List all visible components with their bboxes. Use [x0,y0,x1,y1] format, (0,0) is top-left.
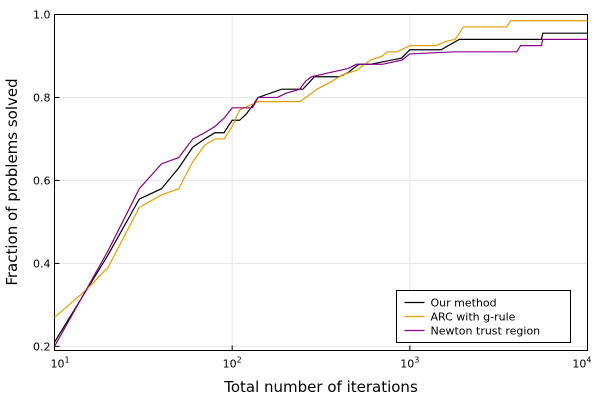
y-tick-label: 0.4 [33,257,51,270]
x-tick-label: 103 [400,356,419,371]
axis-ticks: 101 102 103 104 0.2 0.4 0.6 0.8 1.0 [33,9,592,371]
y-tick-label: 0.8 [33,91,51,104]
x-tick-label: 101 [51,356,70,371]
series-line-arc-with-g-rule [54,20,588,318]
series-line-newton-trust-region [53,38,588,347]
legend-label-our-method: Our method [431,297,497,310]
series-lines [53,20,588,347]
x-tick-label: 104 [572,356,591,371]
y-axis-label: Fraction of problems solved [3,78,21,285]
legend-label-newton-trust-region: Newton trust region [431,325,541,338]
x-tick-label: 102 [223,356,242,371]
legend-label-arc-with-g-rule: ARC with g-rule [431,311,516,324]
y-tick-label: 0.6 [33,174,51,187]
y-tick-label: 0.2 [33,340,51,353]
y-tick-label: 1.0 [33,9,51,22]
series-line-our-method [53,32,588,343]
x-axis-label: Total number of iterations [223,378,418,396]
plot-frame [54,14,588,351]
legend-box [396,290,571,343]
